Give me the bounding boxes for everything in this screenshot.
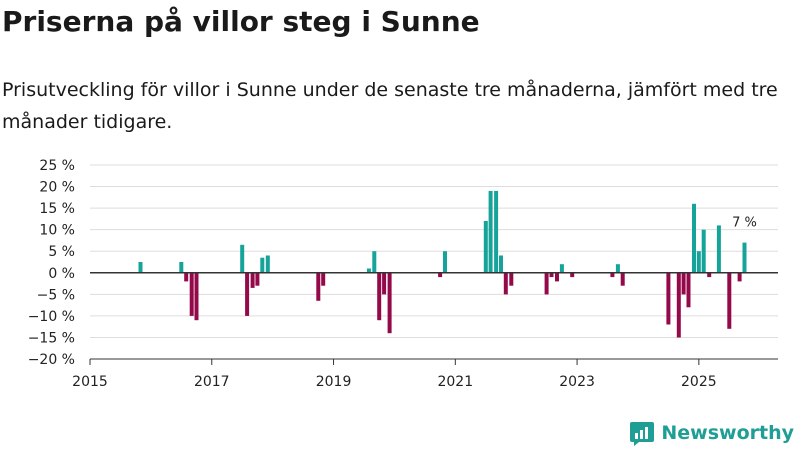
bar	[666, 272, 671, 325]
bar	[265, 255, 270, 273]
y-tick-label: 15 %	[39, 201, 75, 217]
brand-name: Newsworthy	[661, 422, 794, 444]
bar	[443, 251, 447, 273]
x-tick-label: 2017	[194, 374, 230, 390]
bar	[692, 203, 696, 273]
bar	[615, 264, 620, 273]
bar	[686, 272, 691, 308]
bar	[255, 272, 260, 286]
x-tick-label: 2015	[72, 374, 108, 390]
y-axis-labels: 25 % 20 % 15 % 10 % 5 % 0 % −5 % −10 % −15 % −20 …	[28, 158, 75, 368]
x-tick-label: 2019	[316, 374, 352, 390]
y-tick-label: −15 %	[28, 330, 75, 346]
bar	[240, 244, 245, 273]
bar-series	[138, 190, 747, 338]
bar	[696, 251, 701, 273]
bar	[716, 225, 721, 273]
bar	[570, 272, 575, 278]
bar	[377, 272, 382, 321]
bar	[610, 272, 615, 278]
y-tick-label: 25 %	[39, 158, 75, 174]
x-axis: 2015 2017 2019 2021 2023 2025	[72, 272, 778, 390]
y-tick-label: 10 %	[39, 223, 75, 239]
bar	[382, 272, 387, 295]
x-tick-label: 2025	[681, 374, 717, 390]
bar	[387, 272, 392, 334]
bar	[676, 272, 681, 338]
chart-subtitle: Prisutveckling för villor i Sunne under …	[2, 79, 778, 133]
bar	[184, 272, 189, 282]
y-tick-label: −20 %	[28, 352, 75, 368]
annotations: 7 %	[732, 216, 757, 231]
newsworthy-logo-icon	[630, 422, 655, 446]
bar	[321, 272, 326, 286]
bar	[438, 272, 443, 278]
x-tick-label: 2021	[437, 374, 473, 390]
bar	[179, 262, 184, 273]
bar	[488, 190, 493, 273]
bar	[260, 257, 265, 273]
bar	[372, 251, 377, 273]
bar	[701, 229, 706, 273]
bar	[316, 272, 321, 301]
bar	[559, 264, 564, 273]
bar-chart: 25 % 20 % 15 % 10 % 5 % 0 % −5 % −10 % −15 % −20 …	[28, 158, 778, 390]
bar	[707, 272, 712, 278]
bar	[503, 272, 508, 295]
bar	[549, 272, 554, 278]
bar	[555, 272, 559, 282]
y-tick-label: 0 %	[48, 266, 75, 282]
y-tick-label: −10 %	[28, 309, 75, 325]
y-tick-label: −5 %	[37, 287, 75, 303]
bar	[189, 272, 194, 316]
bar	[727, 272, 732, 329]
chart-title: Priserna på villor steg i Sunne	[2, 5, 480, 38]
bar	[620, 272, 625, 286]
bar	[494, 190, 499, 273]
bar	[250, 272, 255, 288]
bar	[742, 242, 747, 273]
bar	[245, 272, 250, 316]
x-tick-label: 2023	[559, 374, 595, 390]
gridlines	[90, 164, 778, 360]
bar	[366, 268, 371, 273]
bar	[499, 255, 503, 273]
bar	[194, 272, 199, 321]
bar	[737, 272, 742, 282]
bar	[138, 262, 143, 273]
bar	[509, 272, 514, 286]
last-value-label: 7 %	[732, 216, 757, 231]
newsworthy-logo: Newsworthy	[629, 420, 794, 446]
y-tick-label: 5 %	[48, 244, 75, 260]
y-tick-label: 20 %	[39, 180, 75, 196]
bar	[681, 272, 686, 295]
bar	[483, 221, 488, 273]
bar	[544, 272, 549, 295]
